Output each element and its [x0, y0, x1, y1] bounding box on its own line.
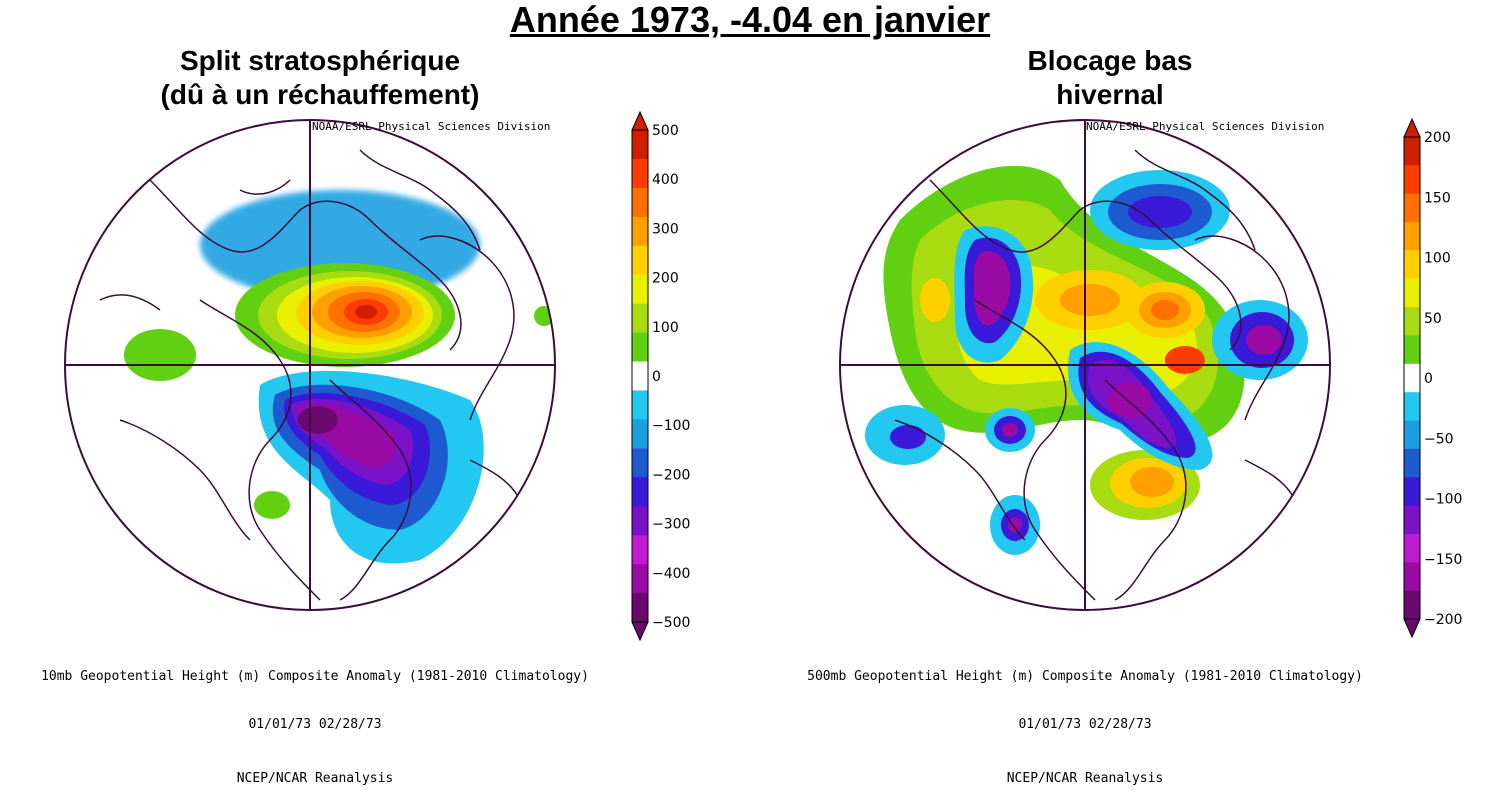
colorbar-segment — [1404, 392, 1420, 422]
colorbar-tick-label: 300 — [652, 221, 679, 237]
colorbar-tick-label: 200 — [1424, 130, 1451, 146]
colorbar-tick-label: −100 — [1424, 492, 1462, 508]
colorbar-segment — [632, 477, 648, 507]
right-caption: 500mb Geopotential Height (m) Composite … — [780, 637, 1390, 803]
colorbar-tick-label: 100 — [1424, 251, 1451, 267]
colorbar-segment — [632, 390, 648, 420]
colorbar-tick-label: 0 — [652, 369, 661, 385]
colorbar-tick-label: 100 — [652, 320, 679, 336]
colorbar-tick-label: 150 — [1424, 190, 1451, 206]
left-source: NCEP/NCAR Reanalysis — [236, 771, 394, 786]
colorbar-tick-label: −400 — [652, 566, 690, 582]
colorbar-segment — [1404, 420, 1420, 450]
colorbar-segment — [1404, 222, 1420, 251]
colorbar-segment — [1404, 505, 1420, 535]
colorbar-tick-label: 200 — [652, 271, 679, 287]
colorbar-tick-label: −500 — [652, 615, 690, 631]
colorbar-bottom-arrow — [631, 621, 649, 642]
colorbar-segment — [1404, 533, 1420, 563]
colorbar-segment — [1404, 335, 1420, 365]
main-title: Année 1973, -4.04 en janvier — [509, 0, 991, 40]
left-coastlines — [99, 149, 521, 601]
colorbar-segment — [632, 361, 648, 391]
colorbar-segment — [1404, 137, 1420, 166]
colorbar-segment — [1404, 250, 1420, 280]
left-colorbar: 500 400 300 200 100 0 −100 −200 −300 −400 −500 — [631, 110, 690, 642]
colorbar-segment — [632, 245, 648, 276]
colorbar-segment — [632, 535, 648, 565]
colorbar-tick-label: 400 — [652, 172, 679, 188]
right-panel-title: Blocage bas hivernal — [850, 44, 1370, 112]
right-map — [839, 119, 1331, 611]
left-caption-line1: 10mb Geopotential Height (m) Composite A… — [41, 669, 589, 684]
colorbar-segment — [1404, 477, 1420, 507]
colorbar-segment — [1404, 165, 1420, 195]
colorbar-tick-label: 50 — [1424, 311, 1442, 327]
colorbar-top-arrow — [1403, 117, 1421, 138]
right-map-border — [839, 119, 1331, 611]
left-title-line2: (dû à un réchauffement) — [160, 79, 480, 110]
right-title-line1: Blocage bas — [1027, 45, 1193, 76]
colorbar-segment — [632, 130, 648, 160]
colorbar-segment — [632, 187, 648, 218]
right-source: NCEP/NCAR Reanalysis — [1006, 771, 1164, 786]
colorbar-tick-label: 0 — [1424, 371, 1433, 387]
left-panel-title: Split stratosphérique (dû à un réchauffe… — [60, 44, 580, 112]
left-anomaly-field — [124, 190, 554, 564]
colorbar-segment — [1404, 193, 1420, 223]
left-caption-line2: 01/01/73 02/28/73 — [248, 717, 382, 732]
right-caption-line2: 01/01/73 02/28/73 — [1018, 717, 1152, 732]
colorbar-segment — [1404, 278, 1420, 308]
colorbar-segment — [632, 216, 648, 247]
colorbar-tick-label: −150 — [1424, 552, 1462, 568]
colorbar-segment — [632, 506, 648, 536]
colorbar-tick-label: −300 — [652, 517, 690, 533]
colorbar-segment — [632, 593, 648, 623]
colorbar-segment — [632, 564, 648, 594]
colorbar-tick-label: −100 — [652, 418, 690, 434]
colorbar-tick-label: 500 — [652, 123, 679, 139]
right-title-line2: hivernal — [1056, 79, 1164, 110]
right-caption-line1: 500mb Geopotential Height (m) Composite … — [807, 669, 1363, 684]
colorbar-tick-label: −200 — [652, 467, 690, 483]
left-credit: NOAA/ESRL Physical Sciences Division — [312, 120, 551, 133]
colorbar-segment — [632, 158, 648, 189]
colorbar-segment — [632, 448, 648, 478]
colorbar-segment — [1404, 363, 1420, 393]
right-credit: NOAA/ESRL Physical Sciences Division — [1086, 120, 1325, 133]
right-colorbar: 200 150 100 50 0 −50 −100 −150 −200 — [1403, 117, 1462, 639]
colorbar-tick-label: −50 — [1424, 431, 1454, 447]
left-title-line1: Split stratosphérique — [179, 45, 461, 76]
colorbar-segment — [1404, 590, 1420, 620]
colorbar-segment — [632, 419, 648, 449]
left-caption: 10mb Geopotential Height (m) Composite A… — [10, 637, 620, 803]
colorbar-segment — [632, 332, 648, 363]
colorbar-segment — [1404, 448, 1420, 478]
left-map-border — [64, 119, 556, 611]
colorbar-top-arrow — [631, 110, 649, 131]
left-map — [64, 119, 556, 611]
colorbar-bottom-arrow — [1403, 618, 1421, 639]
colorbar-segment — [632, 274, 648, 305]
colorbar-segment — [632, 303, 648, 334]
colorbar-segment — [1404, 307, 1420, 336]
colorbar-segment — [1404, 562, 1420, 592]
colorbar-tick-label: −200 — [1424, 612, 1462, 628]
